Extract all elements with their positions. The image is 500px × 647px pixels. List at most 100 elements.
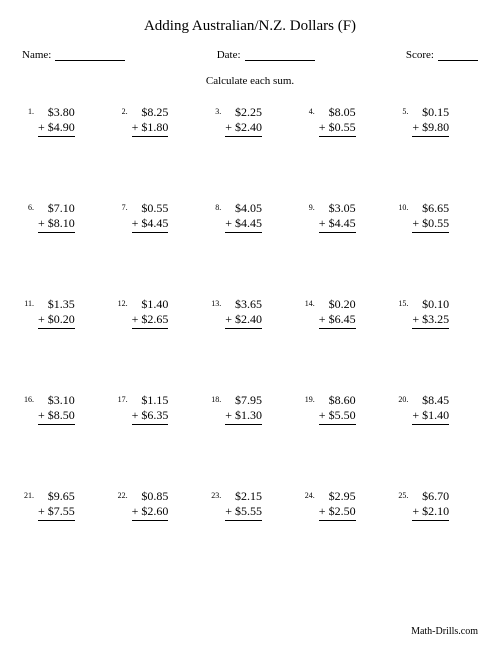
addend-bottom: + $5.50 (319, 408, 356, 425)
problem-number: 9. (303, 201, 315, 212)
problem: 1.$3.80+ $4.90 (22, 105, 104, 137)
addend-bottom: + $1.30 (225, 408, 262, 425)
addend-bottom: + $2.65 (132, 312, 169, 329)
problem: 10.$6.65+ $0.55 (396, 201, 478, 233)
problem-body: $4.05+ $4.45 (225, 201, 262, 233)
addend-bottom: + $1.40 (412, 408, 449, 425)
problem: 14. $0.20+ $6.45 (303, 297, 385, 329)
problem-number: 18. (209, 393, 221, 404)
problem: 11.$1.35+ $0.20 (22, 297, 104, 329)
addend-top: $6.70 (422, 489, 449, 504)
problem-number: 1. (22, 105, 34, 116)
problem-number: 13. (209, 297, 221, 308)
addend-top: $8.25 (141, 105, 168, 120)
problem-body: $3.05+ $4.45 (319, 201, 356, 233)
addend-bottom: + $4.45 (319, 216, 356, 233)
problem-body: $2.15+ $5.55 (225, 489, 262, 521)
addend-bottom: + $0.55 (412, 216, 449, 233)
problem-body: $0.20+ $6.45 (319, 297, 356, 329)
problem: 6.$7.10+ $8.10 (22, 201, 104, 233)
addend-bottom: + $6.45 (319, 312, 356, 329)
problem-number: 20. (396, 393, 408, 404)
problem-number: 21. (22, 489, 34, 500)
problem: 8. $4.05+ $4.45 (209, 201, 291, 233)
addend-bottom: + $2.60 (132, 504, 169, 521)
problem-body: $0.85+ $2.60 (132, 489, 169, 521)
addend-bottom: + $1.80 (132, 120, 169, 137)
problem-body: $0.15+ $9.80 (412, 105, 449, 137)
problem-body: $1.40+ $2.65 (132, 297, 169, 329)
problem-body: $2.95+ $2.50 (319, 489, 356, 521)
problem: 25. $6.70+ $2.10 (396, 489, 478, 521)
problem: 20. $8.45+ $1.40 (396, 393, 478, 425)
problem-number: 24. (303, 489, 315, 500)
addend-bottom: + $0.20 (38, 312, 75, 329)
problem: 18. $7.95+ $1.30 (209, 393, 291, 425)
score-label: Score: (406, 49, 434, 61)
addend-top: $9.65 (48, 489, 75, 504)
problem: 16.$3.10+ $8.50 (22, 393, 104, 425)
problem: 23. $2.15+ $5.55 (209, 489, 291, 521)
problem: 3.$2.25+ $2.40 (209, 105, 291, 137)
addend-top: $0.20 (329, 297, 356, 312)
addend-bottom: + $3.25 (412, 312, 449, 329)
addend-top: $0.10 (422, 297, 449, 312)
problem: 12. $1.40+ $2.65 (116, 297, 198, 329)
addend-bottom: + $2.50 (319, 504, 356, 521)
problem-body: $6.65+ $0.55 (412, 201, 449, 233)
addend-bottom: + $2.40 (225, 312, 262, 329)
problem-body: $0.10+ $3.25 (412, 297, 449, 329)
addend-top: $3.80 (48, 105, 75, 120)
problem-number: 12. (116, 297, 128, 308)
instruction-text: Calculate each sum. (22, 75, 478, 87)
problem-number: 14. (303, 297, 315, 308)
name-blank[interactable] (55, 50, 125, 61)
problem-number: 16. (22, 393, 34, 404)
problem: 5.$0.15+ $9.80 (396, 105, 478, 137)
problem: 22. $0.85+ $2.60 (116, 489, 198, 521)
addend-top: $3.05 (329, 201, 356, 216)
problem-body: $2.25+ $2.40 (225, 105, 262, 137)
addend-bottom: + $2.10 (412, 504, 449, 521)
problem-number: 23. (209, 489, 221, 500)
problem-body: $7.95+ $1.30 (225, 393, 262, 425)
problem-number: 25. (396, 489, 408, 500)
problem: 17. $1.15+ $6.35 (116, 393, 198, 425)
addend-top: $8.60 (329, 393, 356, 408)
addend-bottom: + $4.45 (225, 216, 262, 233)
problem: 15.$0.10+ $3.25 (396, 297, 478, 329)
problem-body: $8.25+ $1.80 (132, 105, 169, 137)
addend-top: $0.85 (141, 489, 168, 504)
addend-top: $3.65 (235, 297, 262, 312)
date-field: Date: (217, 49, 315, 61)
addend-bottom: + $8.10 (38, 216, 75, 233)
problem-body: $8.45+ $1.40 (412, 393, 449, 425)
problem-number: 22. (116, 489, 128, 500)
addend-top: $3.10 (48, 393, 75, 408)
problem-body: $1.35+ $0.20 (38, 297, 75, 329)
addend-bottom: + $5.55 (225, 504, 262, 521)
addend-top: $4.05 (235, 201, 262, 216)
problem-number: 8. (209, 201, 221, 212)
addend-bottom: + $2.40 (225, 120, 262, 137)
header-row: Name: Date: Score: (22, 49, 478, 61)
problem-body: $8.60+ $5.50 (319, 393, 356, 425)
name-label: Name: (22, 49, 51, 61)
addend-top: $8.05 (329, 105, 356, 120)
addend-top: $2.95 (329, 489, 356, 504)
problem-number: 2. (116, 105, 128, 116)
score-blank[interactable] (438, 50, 478, 61)
problem: 24. $2.95+ $2.50 (303, 489, 385, 521)
problem-number: 19. (303, 393, 315, 404)
addend-bottom: + $6.35 (132, 408, 169, 425)
date-blank[interactable] (245, 50, 315, 61)
problem-number: 6. (22, 201, 34, 212)
problem: 19. $8.60+ $5.50 (303, 393, 385, 425)
addend-top: $2.25 (235, 105, 262, 120)
problem-body: $3.65+ $2.40 (225, 297, 262, 329)
problem-body: $1.15+ $6.35 (132, 393, 169, 425)
addend-top: $8.45 (422, 393, 449, 408)
addend-top: $0.15 (422, 105, 449, 120)
problem-number: 17. (116, 393, 128, 404)
problem-grid: 1.$3.80+ $4.902.$8.25+ $1.803.$2.25+ $2.… (22, 105, 478, 521)
